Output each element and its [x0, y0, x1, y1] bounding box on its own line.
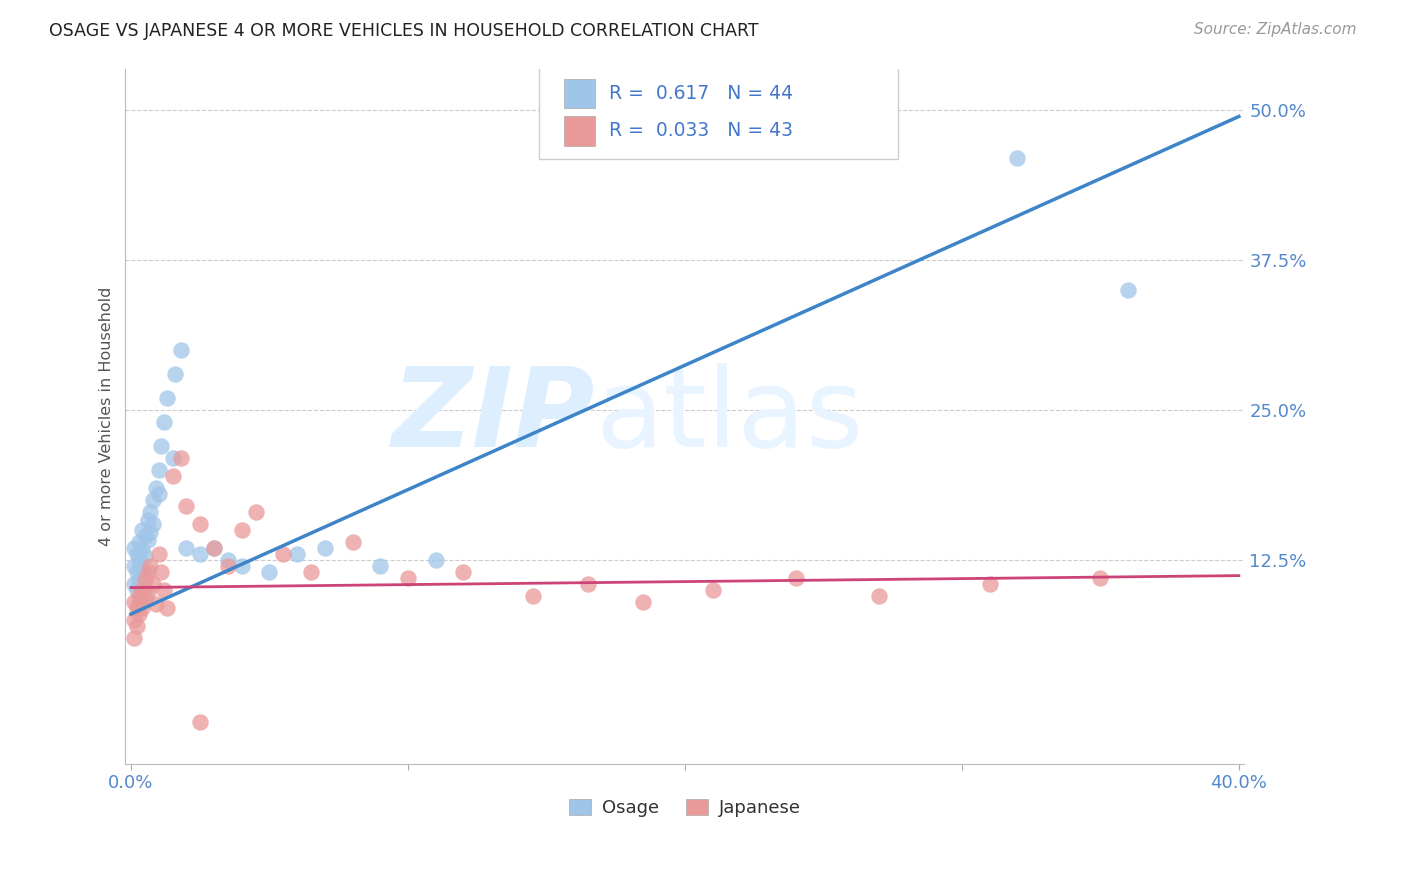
Point	[125, 582, 148, 597]
Point	[122, 595, 145, 609]
Point	[136, 533, 159, 547]
FancyBboxPatch shape	[540, 65, 897, 159]
Point	[122, 541, 145, 555]
Point	[1116, 283, 1139, 297]
Point	[453, 565, 475, 579]
Text: R =  0.033   N = 43: R = 0.033 N = 43	[609, 121, 793, 140]
Text: ZIP: ZIP	[392, 363, 595, 470]
Point	[139, 525, 162, 540]
Point	[148, 463, 170, 477]
Point	[522, 589, 544, 603]
Point	[217, 553, 239, 567]
Point	[145, 598, 167, 612]
Point	[170, 343, 193, 358]
Point	[134, 549, 156, 564]
Point	[128, 589, 150, 603]
Point	[633, 595, 655, 609]
Point	[122, 631, 145, 645]
Point	[188, 714, 211, 729]
Point	[153, 415, 176, 429]
Point	[188, 517, 211, 532]
Point	[134, 592, 156, 607]
Point	[245, 505, 267, 519]
Point	[188, 547, 211, 561]
Point	[128, 595, 150, 609]
Bar	[564, 116, 595, 145]
Point	[202, 541, 225, 555]
Point	[131, 601, 153, 615]
Point	[136, 565, 159, 579]
Point	[139, 505, 162, 519]
Point	[128, 553, 150, 567]
Point	[148, 487, 170, 501]
Point	[979, 577, 1001, 591]
Point	[134, 529, 156, 543]
Point	[156, 601, 179, 615]
Point	[231, 559, 253, 574]
Point	[702, 582, 724, 597]
Legend: Osage, Japanese: Osage, Japanese	[562, 791, 808, 824]
Point	[231, 523, 253, 537]
Point	[128, 574, 150, 588]
Point	[314, 541, 336, 555]
Point	[134, 589, 156, 603]
Point	[162, 469, 184, 483]
Y-axis label: 4 or more Vehicles in Household: 4 or more Vehicles in Household	[100, 286, 114, 546]
Point	[122, 613, 145, 627]
Point	[368, 559, 391, 574]
Point	[139, 559, 162, 574]
Text: atlas: atlas	[595, 363, 863, 470]
Bar	[564, 78, 595, 108]
Point	[142, 517, 165, 532]
Point	[128, 607, 150, 621]
Point	[162, 451, 184, 466]
Point	[202, 541, 225, 555]
Point	[125, 601, 148, 615]
Point	[142, 493, 165, 508]
Point	[125, 565, 148, 579]
Point	[148, 547, 170, 561]
Point	[299, 565, 322, 579]
Text: Source: ZipAtlas.com: Source: ZipAtlas.com	[1194, 22, 1357, 37]
Point	[1090, 571, 1112, 585]
Point	[170, 451, 193, 466]
Point	[122, 577, 145, 591]
Text: OSAGE VS JAPANESE 4 OR MORE VEHICLES IN HOUSEHOLD CORRELATION CHART: OSAGE VS JAPANESE 4 OR MORE VEHICLES IN …	[49, 22, 759, 40]
Point	[217, 559, 239, 574]
Point	[425, 553, 447, 567]
Point	[131, 582, 153, 597]
Point	[176, 541, 198, 555]
Point	[273, 547, 295, 561]
Point	[125, 619, 148, 633]
Point	[136, 513, 159, 527]
Point	[134, 568, 156, 582]
Point	[131, 543, 153, 558]
Text: R =  0.617   N = 44: R = 0.617 N = 44	[609, 84, 793, 103]
Point	[153, 582, 176, 597]
Point	[136, 585, 159, 599]
Point	[134, 574, 156, 588]
Point	[142, 577, 165, 591]
Point	[176, 499, 198, 513]
Point	[785, 571, 807, 585]
Point	[150, 439, 173, 453]
Point	[285, 547, 308, 561]
Point	[128, 535, 150, 549]
Point	[396, 571, 419, 585]
Point	[131, 523, 153, 537]
Point	[1007, 152, 1029, 166]
Point	[125, 547, 148, 561]
Point	[122, 559, 145, 574]
Point	[156, 391, 179, 405]
Point	[165, 368, 187, 382]
Point	[131, 561, 153, 575]
Point	[145, 481, 167, 495]
Point	[576, 577, 599, 591]
Point	[150, 565, 173, 579]
Point	[259, 565, 281, 579]
Point	[868, 589, 890, 603]
Point	[342, 535, 364, 549]
